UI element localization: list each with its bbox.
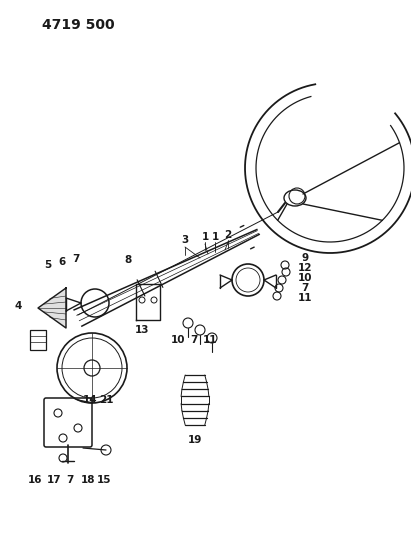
Text: 13: 13	[135, 325, 149, 335]
Text: 12: 12	[298, 263, 312, 273]
Text: 4: 4	[14, 301, 22, 311]
Text: 7: 7	[66, 475, 74, 485]
Text: 11: 11	[203, 335, 217, 345]
Text: 7: 7	[190, 335, 198, 345]
Bar	[30, 330, 46, 350]
Text: 17: 17	[47, 475, 61, 485]
Text: 1: 1	[211, 232, 219, 242]
Text: 14: 14	[83, 395, 97, 405]
Text: 15: 15	[97, 475, 111, 485]
Text: 19: 19	[188, 435, 202, 445]
Text: 10: 10	[298, 273, 312, 283]
Text: 4719 500: 4719 500	[42, 18, 115, 32]
Text: 7: 7	[301, 283, 309, 293]
Text: 21: 21	[99, 395, 113, 405]
Text: 11: 11	[298, 293, 312, 303]
Text: 16: 16	[28, 475, 42, 485]
Text: 1: 1	[201, 232, 209, 242]
Text: 10: 10	[171, 335, 185, 345]
Text: 5: 5	[44, 260, 52, 270]
Text: 3: 3	[181, 235, 189, 245]
Text: 2: 2	[224, 230, 232, 240]
Text: 9: 9	[301, 253, 309, 263]
Polygon shape	[38, 288, 66, 328]
Text: 6: 6	[58, 257, 66, 267]
Text: 7: 7	[72, 254, 80, 264]
Text: 8: 8	[125, 255, 132, 265]
Text: 18: 18	[81, 475, 95, 485]
